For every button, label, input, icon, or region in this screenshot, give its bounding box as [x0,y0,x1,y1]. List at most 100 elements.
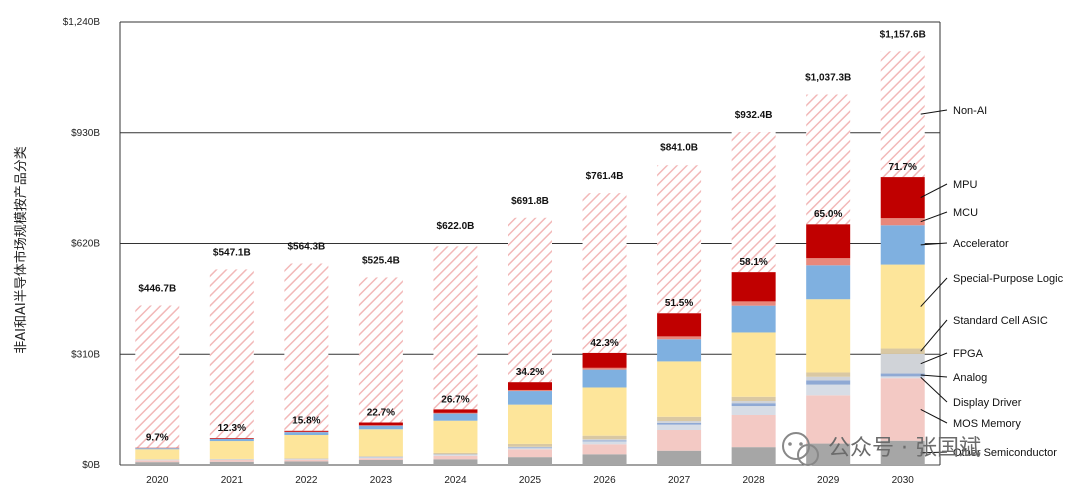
bar-segment-mos-memory [657,429,702,451]
bar-segment-mos-memory [806,395,851,444]
ai-share-label: 71.7% [889,162,917,173]
bar-segment-mos-memory [880,378,925,441]
total-label: $547.1B [213,248,251,259]
bar-segment-fpga [880,353,925,374]
bar-segment-other-semiconductor [657,450,702,465]
bar-segment-display-driver [582,441,627,445]
bar-segment-fpga [657,421,702,423]
legend: Non-AI MPU MCU Accelerator Special-Purpose L… [920,105,1064,459]
bar-segment-special-purpose-logic [731,332,776,397]
total-label: $691.8B [511,196,549,207]
bar-segment-accelerator [806,265,851,300]
y-tick-label: $930B [71,128,100,139]
ai-share-label: 12.3% [218,423,246,434]
total-label: $446.7B [138,283,176,294]
y-tick-label: $310B [71,349,100,360]
x-axis-ticks: 2020 2021 2022 2023 2024 2025 2026 2027 2028 2029… [146,475,914,486]
x-tick-label: 2030 [892,475,915,486]
x-tick-label: 2026 [593,475,616,486]
bar-segment-display-driver [657,424,702,430]
bar-segment-special-purpose-logic [880,264,925,349]
bar-segment-mpu [731,272,776,302]
bar-segment-standard-cell-asic [284,458,329,459]
watermark-text: 公众号 · 张国斌 [828,436,981,461]
bars [135,51,925,465]
bar-segment-other-semiconductor [508,457,552,465]
bar-segment-accelerator [582,369,627,388]
total-labels: $446.7B $547.1B $564.3B $525.4B $622.0B $691.… [138,29,925,294]
bar-segment-other-semiconductor [284,461,329,465]
total-label: $525.4B [362,255,400,266]
bar-segment-special-purpose-logic [806,299,851,373]
bar-segment-other-semiconductor [880,440,925,465]
bar-segment-standard-cell-asic [508,443,552,447]
watermark: 公众号 · 张国斌 [782,432,981,466]
bar-segment-mcu [731,301,776,306]
x-tick-label: 2021 [221,475,244,486]
bar-segment-mpu [358,422,403,426]
legend-label: FPGA [953,348,984,360]
bar-segment-display-driver [433,454,478,456]
bar-segment-mcu [433,412,478,414]
bar-segment-analog [731,403,776,407]
bar-segment-accelerator [508,391,552,405]
bar-segment-accelerator [284,432,329,435]
x-tick-label: 2028 [743,475,766,486]
y-tick-label: $1,240B [63,17,101,28]
bar-segment-standard-cell-asic [657,416,702,422]
bar-segment-mpu [209,438,254,439]
bar-segment-non-ai [731,132,776,273]
total-label: $841.0B [660,143,698,154]
bar-segment-display-driver [731,406,776,415]
legend-leader-line [920,352,948,365]
legend-label: Accelerator [953,238,1009,250]
x-tick-label: 2027 [668,475,691,486]
bar-segment-display-driver [508,448,552,450]
bar-segment-other-semiconductor [433,459,478,465]
y-axis-ticks: $0B $310B $620B $930B $1,240B [63,17,101,471]
ai-share-label: 9.7% [146,433,169,444]
bar-segment-mcu [508,389,552,392]
bar-segment-non-ai [433,246,478,410]
bar-segment-other-semiconductor [135,462,180,465]
bar-segment-mcu [806,258,851,266]
bar-segment-accelerator [731,305,776,333]
bar-segment-mos-memory [582,444,627,455]
y-tick-label: $620B [71,239,100,250]
bar-segment-standard-cell-asic [806,372,851,377]
bar-segment-accelerator [433,413,478,421]
legend-leader-line [920,374,948,378]
bar-segment-display-driver [358,457,403,459]
bar-segment-accelerator [657,339,702,362]
ai-share-label: 22.7% [367,407,395,418]
bar-segment-mpu [880,177,925,219]
bar-segment-mos-memory [135,460,180,463]
legend-leader-line [920,242,948,246]
total-label: $1,037.3B [805,72,851,83]
legend-label: Analog [953,372,987,384]
bar-segment-mos-memory [433,455,478,460]
legend-leader-line [920,319,948,352]
bar-segment-special-purpose-logic [358,429,403,457]
total-label: $761.4B [586,171,624,182]
bar-segment-other-semiconductor [731,447,776,465]
bar-segment-special-purpose-logic [508,404,552,444]
bar-segment-special-purpose-logic [433,420,478,453]
total-label: $564.3B [287,241,325,252]
y-axis-label: 非AI和AI半导体市场规模按产品分类 [13,146,29,353]
bar-segment-display-driver [880,376,925,379]
bar-segment-fpga [508,446,552,448]
legend-leader-line [920,451,948,454]
x-tick-label: 2024 [444,475,467,486]
bar-segment-non-ai [358,277,403,423]
bar-segment-non-ai [657,165,702,314]
bar-segment-non-ai [209,269,254,439]
x-tick-label: 2029 [817,475,840,486]
bar-segment-mcu [582,367,627,370]
bar-segment-mos-memory [209,459,254,462]
bar-segment-analog [880,373,925,377]
legend-label: Other Semiconductor [953,447,1057,459]
legend-label: MCU [953,207,978,219]
bar-segment-mos-memory [731,414,776,448]
bar-segment-accelerator [358,425,403,430]
